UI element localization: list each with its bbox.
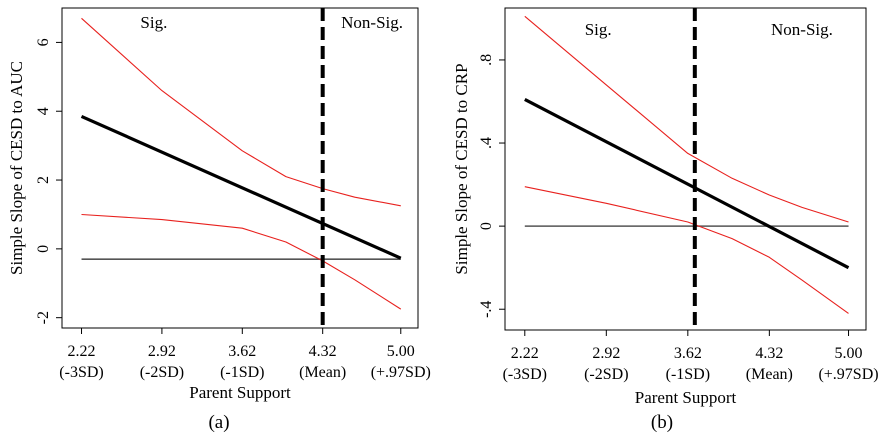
plot-frame — [504, 7, 867, 331]
series-upper-ci — [524, 15, 849, 223]
y-tick-label: 0 — [478, 222, 495, 230]
y-tick-label: .4 — [478, 137, 495, 149]
x-tick-sublabel: (-3SD) — [503, 366, 547, 383]
x-tick-sublabel: (-1SD) — [666, 366, 710, 383]
x-tick-sublabel: (-1SD) — [220, 364, 264, 381]
panel-caption: (a) — [208, 412, 229, 433]
x-tick-sublabel: (-2SD) — [584, 366, 628, 383]
y-tick-label: 0 — [35, 245, 52, 253]
region-label: Sig. — [585, 20, 612, 39]
y-axis-label: Simple Slope of CESD to CRP — [452, 63, 471, 274]
region-label: Non-Sig. — [771, 20, 833, 39]
y-tick-label: 4 — [35, 107, 52, 115]
series-slope — [524, 97, 850, 270]
x-tick-sublabel: (-3SD) — [59, 364, 103, 381]
series-upper-ci — [81, 17, 401, 207]
y-tick-label: .8 — [478, 54, 495, 66]
x-tick-sublabel: (+.97SD) — [818, 366, 878, 383]
x-tick-label: 4.32 — [309, 343, 337, 360]
x-tick-label: 3.62 — [228, 343, 256, 360]
x-tick-label: 5.00 — [387, 343, 415, 360]
series-slope — [80, 114, 402, 260]
y-tick-label: -2 — [35, 311, 52, 324]
y-tick-label: 6 — [35, 38, 52, 46]
x-tick-sublabel: (Mean) — [299, 364, 346, 381]
chart-panel-2: 2.22 (-3SD) 2.92 (-2SD) 3.62 (-1SD) 4.32 (Mean)… — [452, 7, 879, 433]
plot-frame — [61, 7, 419, 329]
y-tick-label: 2 — [35, 176, 52, 184]
panel-caption: (b) — [651, 412, 673, 433]
y-axis-label: Simple Slope of CESD to AUC — [7, 61, 26, 275]
x-tick-label: 2.92 — [592, 345, 620, 362]
x-tick-label: 2.22 — [68, 343, 96, 360]
y-tick-label: -.4 — [478, 301, 495, 318]
x-tick-sublabel: (Mean) — [746, 366, 793, 383]
x-axis-label: Parent Support — [189, 383, 291, 402]
chart-panel-1: 2.22 (-3SD) 2.92 (-2SD) 3.62 (-1SD) 4.32 (Mean)… — [7, 7, 431, 433]
x-axis-label: Parent Support — [635, 388, 737, 407]
x-tick-sublabel: (+.97SD) — [371, 364, 431, 381]
x-tick-label: 5.00 — [835, 345, 863, 362]
x-tick-label: 4.32 — [755, 345, 783, 362]
series-lower-ci — [81, 213, 402, 310]
x-tick-label: 3.62 — [674, 345, 702, 362]
series-lower-ci — [524, 186, 849, 314]
x-tick-sublabel: (-2SD) — [140, 364, 184, 381]
region-label: Non-Sig. — [341, 13, 403, 32]
x-tick-label: 2.92 — [148, 343, 176, 360]
region-label: Sig. — [140, 13, 167, 32]
x-tick-label: 2.22 — [511, 345, 539, 362]
